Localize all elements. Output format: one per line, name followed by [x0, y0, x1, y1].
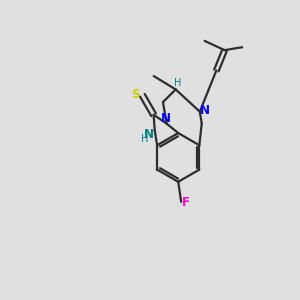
Text: N: N	[200, 103, 210, 117]
Text: S: S	[132, 88, 140, 101]
Text: H: H	[141, 134, 148, 144]
Text: F: F	[182, 196, 190, 209]
Text: H: H	[174, 79, 182, 88]
Text: N: N	[161, 112, 171, 125]
Text: N: N	[144, 128, 154, 141]
